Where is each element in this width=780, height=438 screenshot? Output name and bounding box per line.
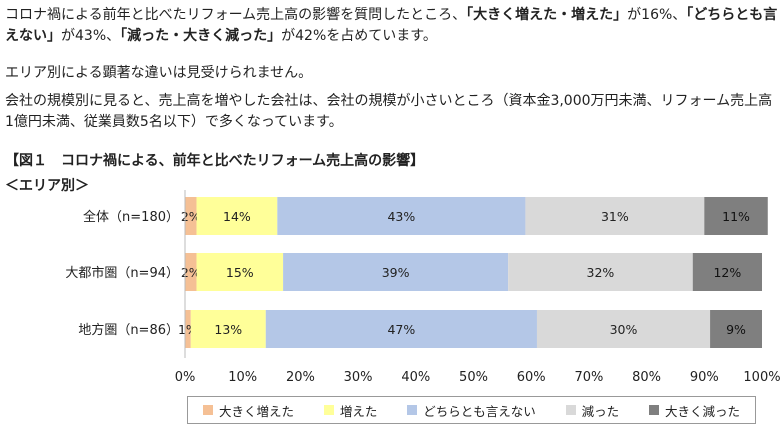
data-label: 14% <box>223 209 251 224</box>
intro-text-g: が42%を占めています。 <box>281 28 437 44</box>
x-tick-label: 100% <box>743 370 780 385</box>
bar-segment <box>185 253 197 291</box>
bar-segment <box>196 253 284 291</box>
data-label: 15% <box>226 265 254 280</box>
data-label: 47% <box>387 322 415 337</box>
intro-text-e: が43%、 <box>61 28 121 44</box>
legend-swatch <box>323 405 334 415</box>
chart-legend: 大きく増えた 増えた どちらとも言えない 減った 大きく減った <box>187 396 756 424</box>
x-tick-label: 10% <box>228 370 257 385</box>
x-tick-label: 60% <box>517 370 546 385</box>
x-tick-label: 0% <box>175 370 196 385</box>
area-paragraph: エリア別による顕著な違いは見受けられません。 <box>5 65 313 81</box>
legend-swatch <box>649 405 659 415</box>
size-paragraph: 会社の規模別に見ると、売上高を増やした会社は、会社の規模が小さいところ（資本金3… <box>5 93 773 130</box>
bar-segment <box>536 310 711 348</box>
category-label: 全体（n=180） <box>83 209 179 225</box>
bar-segment <box>190 310 266 348</box>
legend-label: どちらとも言えない <box>423 403 536 419</box>
bar-segment <box>185 310 191 348</box>
legend-item: 大きく減った <box>649 401 740 420</box>
x-tick-label: 80% <box>632 370 661 385</box>
bar-segment <box>508 253 693 291</box>
bar-segment <box>283 253 509 291</box>
intro-text-a: コロナ禍による前年と比べたリフォーム売上高の影響を質問したところ、 <box>5 7 467 23</box>
intro-text-neutral: 「どちらとも言えない」 <box>5 7 778 44</box>
data-label: 32% <box>587 265 615 280</box>
legend-item: 増えた <box>323 401 378 420</box>
legend-item: 大きく増えた <box>202 401 294 420</box>
legend-item: 減った <box>565 401 620 420</box>
x-tick-label: 50% <box>459 370 488 385</box>
data-label: 43% <box>387 209 415 224</box>
chart-subtitle: ＜エリア別＞ <box>5 178 89 194</box>
legend-swatch <box>202 405 213 415</box>
data-label: 12% <box>713 265 741 280</box>
category-label: 大都市圏（n=94） <box>65 265 179 281</box>
legend-label: 大きく増えた <box>218 403 294 419</box>
legend-item: どちらとも言えない <box>407 401 536 420</box>
figure-title: 【図１ コロナ禍による、前年と比べたリフォーム売上高の影響】 <box>5 153 425 169</box>
intro-text-c: が16%、 <box>627 7 687 23</box>
bar-segment <box>525 197 705 235</box>
data-label: 2% <box>181 209 201 224</box>
bar-segment <box>692 253 762 291</box>
bar-segment <box>704 197 768 235</box>
intro-text-increase: 「大きく増えた・増えた」 <box>466 7 628 23</box>
data-label: 11% <box>722 209 750 224</box>
bar-segment <box>185 197 197 235</box>
x-tick-label: 20% <box>286 370 315 385</box>
bar-segment <box>265 310 537 348</box>
x-tick-label: 90% <box>690 370 719 385</box>
data-label: 39% <box>382 265 410 280</box>
bar-segment <box>196 197 278 235</box>
bar-segment <box>710 310 762 348</box>
legend-swatch <box>565 405 576 415</box>
x-tick-label: 40% <box>401 370 430 385</box>
intro-text-decrease: 「減った・大きく減った」 <box>120 28 282 44</box>
legend-swatch <box>407 405 418 415</box>
x-tick-label: 30% <box>344 370 373 385</box>
data-label: 2% <box>181 265 201 280</box>
data-label: 13% <box>214 322 242 337</box>
legend-label: 大きく減った <box>665 403 741 419</box>
legend-label: 増えた <box>339 403 378 419</box>
x-tick-label: 70% <box>574 370 603 385</box>
bar-segment <box>277 197 526 235</box>
data-label: 9% <box>726 322 746 337</box>
category-label: 地方圏（n=86） <box>78 322 179 338</box>
data-label: 31% <box>601 209 629 224</box>
legend-label: 減った <box>581 403 620 419</box>
intro-paragraph: コロナ禍による前年と比べたリフォーム売上高の影響を質問したところ、「大きく増えた… <box>5 5 780 47</box>
data-label: 30% <box>610 322 638 337</box>
